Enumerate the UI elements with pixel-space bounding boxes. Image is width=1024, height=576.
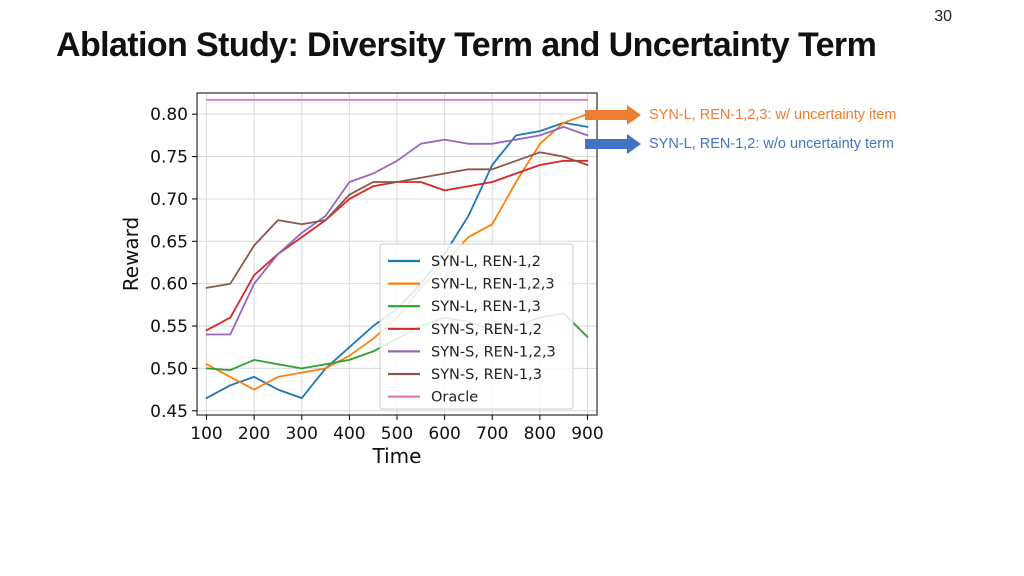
legend-label: SYN-L, REN-1,2: [431, 254, 541, 270]
legend-label: SYN-L, REN-1,3: [431, 299, 541, 315]
series-line-5: [205, 151, 589, 289]
right-arrow-icon: [585, 134, 641, 154]
x-tick-label: 500: [381, 424, 413, 444]
legend-label: SYN-S, REN-1,2,3: [431, 344, 556, 360]
page-number: 30: [934, 8, 952, 25]
y-tick-label: 0.75: [150, 148, 188, 168]
annotation-without-uncertainty: SYN-L, REN-1,2: w/o uncertainty term: [585, 133, 894, 155]
x-tick-label: 900: [571, 424, 603, 444]
y-tick-label: 0.60: [150, 275, 188, 295]
annotation-with-uncertainty: SYN-L, REN-1,2,3: w/ uncertainty item: [585, 104, 896, 126]
series-line-4: [205, 126, 589, 336]
y-tick-label: 0.70: [150, 190, 188, 210]
legend-label: Oracle: [431, 390, 478, 406]
y-tick-label: 0.50: [150, 359, 188, 379]
y-tick-label: 0.65: [150, 232, 188, 252]
x-tick-label: 100: [190, 424, 222, 444]
x-axis-title: Time: [372, 444, 422, 468]
legend-label: SYN-L, REN-1,2,3: [431, 277, 555, 293]
y-tick-label: 0.80: [150, 105, 188, 125]
x-tick-label: 400: [333, 424, 365, 444]
chart-ticks: 100 200 300 400 500 600 700 800 900 0.45 0.50 0.55 0…: [150, 105, 604, 444]
x-tick-label: 800: [524, 424, 556, 444]
chart-legend: SYN-L, REN-1,2 SYN-L, REN-1,2,3 SYN-L, REN…: [379, 243, 574, 410]
y-tick-label: 0.55: [150, 317, 188, 337]
annotation-text-without-uncertainty: SYN-L, REN-1,2: w/o uncertainty term: [649, 136, 894, 152]
x-tick-label: 300: [286, 424, 318, 444]
x-tick-label: 700: [476, 424, 508, 444]
legend-box: [379, 243, 574, 410]
annotation-text-with-uncertainty: SYN-L, REN-1,2,3: w/ uncertainty item: [649, 107, 897, 123]
x-tick-label: 600: [428, 424, 460, 444]
y-axis-title: Reward: [119, 217, 143, 291]
legend-label: SYN-S, REN-1,2: [431, 322, 542, 338]
y-tick-label: 0.45: [150, 402, 188, 422]
slide-title: Ablation Study: Diversity Term and Uncer…: [56, 26, 877, 64]
right-arrow-icon: [585, 105, 641, 125]
legend-label: SYN-S, REN-1,3: [431, 367, 542, 383]
x-tick-label: 200: [238, 424, 270, 444]
